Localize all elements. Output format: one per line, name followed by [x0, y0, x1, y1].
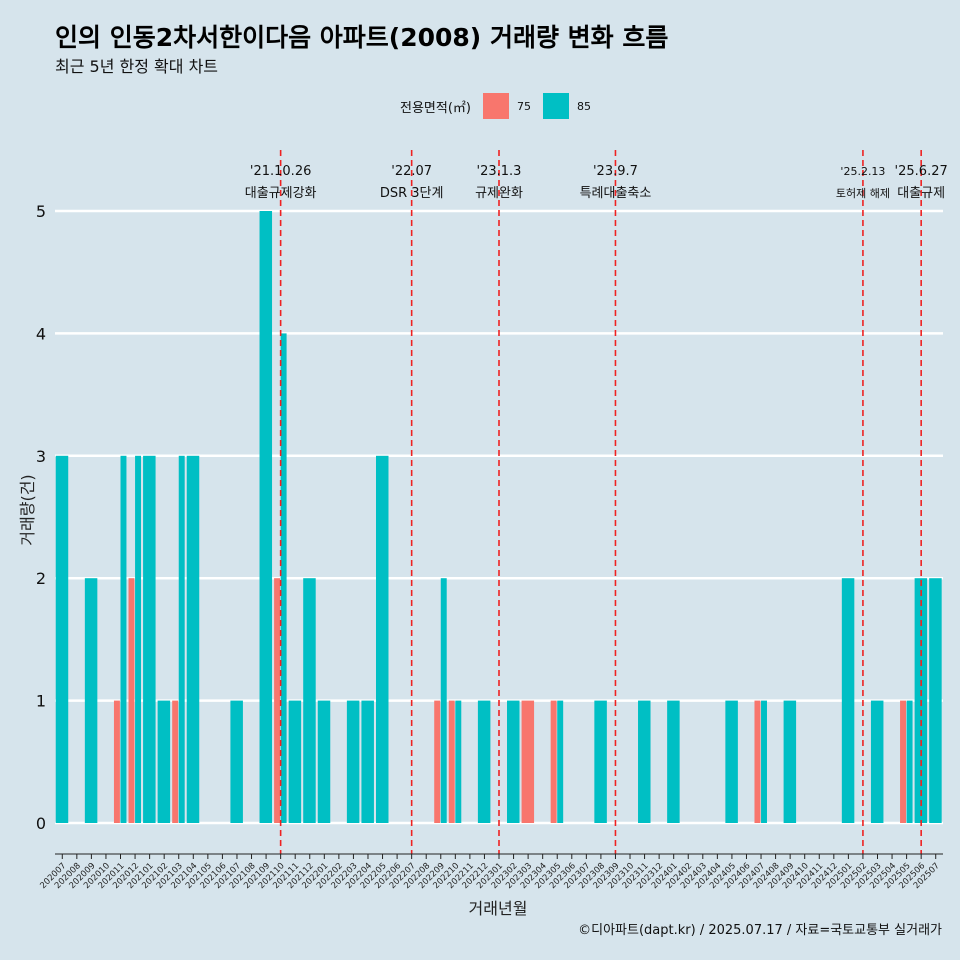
bar-202302-85 [507, 700, 520, 823]
bar-202311-85 [638, 700, 651, 823]
legend-title: 전용면적(㎡) [400, 100, 471, 116]
bars [55, 211, 942, 823]
bar-202210-85 [455, 700, 462, 823]
bar-202110-85 [280, 333, 287, 823]
bar-202009-85 [84, 578, 98, 823]
event-date-3: '23.9.7 [593, 164, 638, 179]
event-label-4: 토허제 해제 [836, 186, 890, 200]
footer-credit: ©디아파트(dapt.kr) / 2025.07.17 / 자료=국토교통부 실… [578, 923, 942, 938]
bar-202407-85 [761, 700, 767, 823]
legend-key-75 [482, 93, 509, 119]
chart-title: 인의 인동2차서한이다음 아파트(2008) 거래량 변화 흐름 [55, 23, 669, 52]
legend-label-85: 85 [576, 99, 591, 113]
bar-202111-85 [288, 700, 302, 823]
event-label-3: 특례대출축소 [580, 186, 652, 201]
bar-202210-75 [448, 700, 455, 823]
bar-202102-85 [157, 700, 171, 823]
event-markers: '21.10.26 대출규제강화 '22.07 DSR 3단계 '23.1.3 규제완화 '… [245, 150, 948, 854]
bar-202505-85 [906, 700, 913, 823]
chart-subtitle: 최근 5년 한정 확대 차트 [55, 57, 219, 76]
bar-202201-85 [317, 700, 331, 823]
bar-202012-85 [135, 455, 142, 823]
bar-202507-85 [929, 578, 942, 823]
bar-202501-85 [841, 578, 855, 823]
bar-202012-75 [128, 578, 135, 823]
bar-202209-85 [440, 578, 447, 823]
bar-202505-75 [900, 700, 907, 823]
bar-202104-85 [186, 455, 200, 823]
y-tick-label-0: 0 [36, 814, 46, 833]
y-tick-label-3: 3 [36, 447, 46, 466]
event-date-0: '21.10.26 [250, 164, 311, 179]
bar-202503-85 [870, 700, 884, 823]
bar-202212-85 [477, 700, 491, 823]
event-label-0: 대출규제강화 [245, 186, 317, 201]
y-tick-label-2: 2 [36, 569, 46, 588]
bar-202109-85 [259, 211, 273, 823]
y-tick-label-1: 1 [36, 692, 46, 711]
event-label-2: 규제완화 [475, 186, 523, 201]
event-label-5: 대출규제 [897, 186, 945, 201]
bar-202011-85 [120, 455, 127, 823]
bar-202103-75 [172, 700, 179, 823]
event-label-1: DSR 3단계 [380, 186, 444, 201]
x-axis-label: 거래년월 [469, 899, 528, 918]
y-tick-label-4: 4 [36, 324, 46, 343]
y-axis-label: 거래량(건) [18, 474, 37, 545]
bar-202007-85 [55, 455, 69, 823]
bar-202308-85 [594, 700, 607, 823]
bar-202305-75 [550, 700, 557, 823]
bar-202107-85 [230, 700, 243, 823]
bar-202409-85 [783, 700, 797, 823]
bar-202305-85 [557, 700, 564, 823]
bar-202112-85 [303, 578, 316, 823]
bar-202407-75 [754, 700, 761, 823]
bar-202110-75 [274, 578, 281, 823]
bar-202101-85 [143, 455, 156, 823]
event-date-5: '25.6.27 [895, 164, 948, 179]
bar-202203-85 [346, 700, 360, 823]
bar-202205-85 [375, 455, 389, 823]
bar-202011-75 [113, 700, 120, 823]
event-date-1: '22.07 [391, 164, 432, 179]
event-date-4: '25.2.13 [840, 165, 885, 178]
bar-202405-85 [725, 700, 738, 823]
event-date-2: '23.1.3 [477, 164, 522, 179]
bar-202204-85 [361, 700, 374, 823]
bar-202103-85 [178, 455, 185, 823]
bar-202209-75 [434, 700, 441, 823]
y-tick-label-5: 5 [36, 202, 46, 221]
legend-label-75: 75 [516, 99, 531, 113]
legend: 전용면적(㎡) 75 85 [400, 93, 591, 119]
bar-202303-75 [521, 700, 535, 823]
bar-202401-85 [667, 700, 680, 823]
legend-key-85 [542, 93, 569, 119]
